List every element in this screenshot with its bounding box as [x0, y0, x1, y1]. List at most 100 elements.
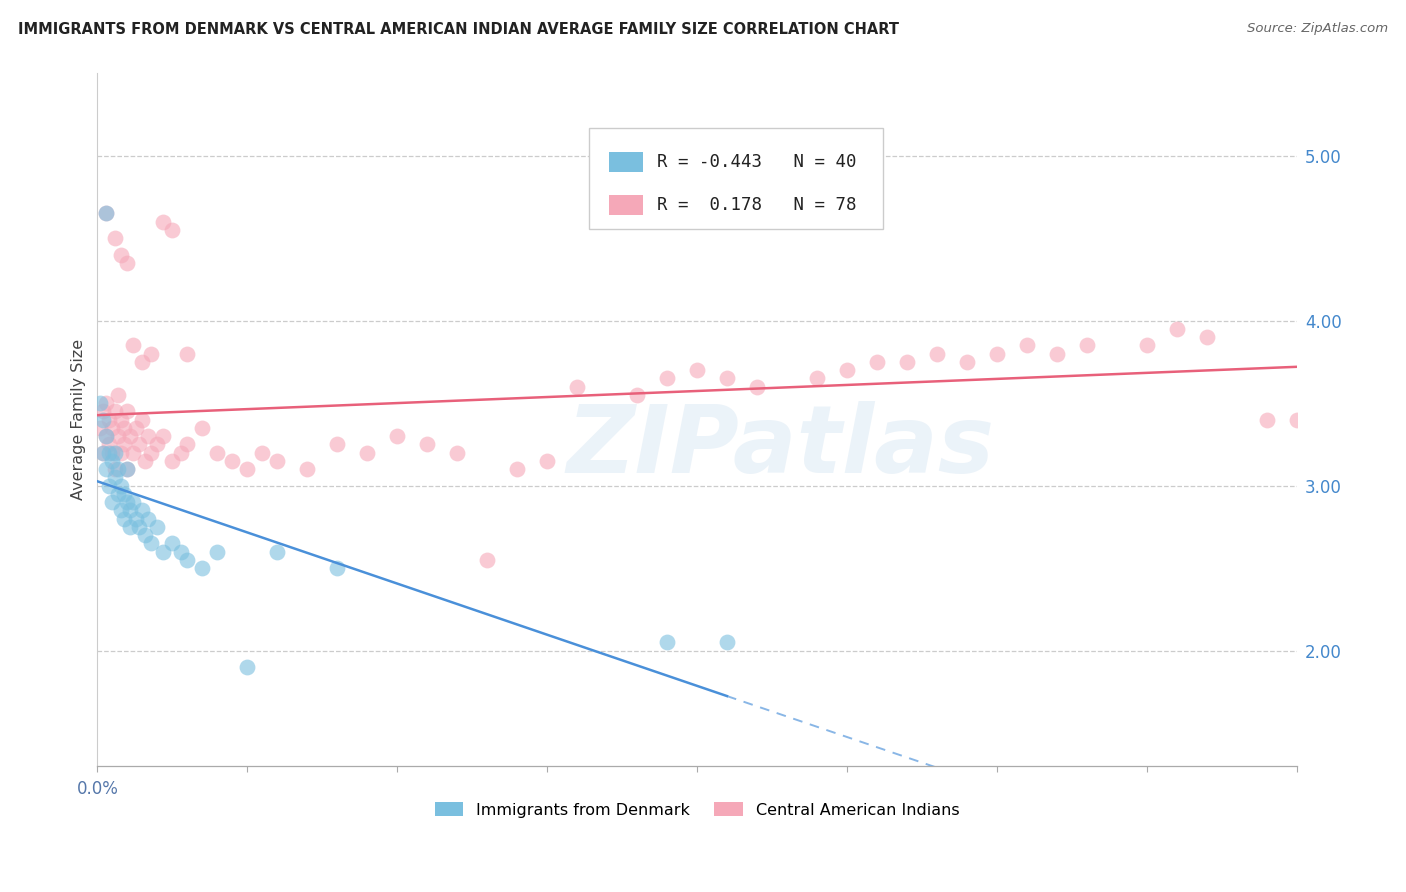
- Point: [326, 437, 349, 451]
- Point: [835, 363, 858, 377]
- Point: [117, 256, 139, 270]
- Point: [1166, 322, 1188, 336]
- Point: [221, 454, 243, 468]
- Point: [134, 454, 156, 468]
- Point: [986, 346, 1008, 360]
- Point: [131, 503, 153, 517]
- Point: [122, 445, 145, 459]
- Point: [134, 528, 156, 542]
- Legend: Immigrants from Denmark, Central American Indians: Immigrants from Denmark, Central America…: [429, 796, 966, 824]
- Point: [236, 462, 259, 476]
- Point: [266, 544, 288, 558]
- Point: [252, 445, 274, 459]
- Point: [146, 520, 169, 534]
- Point: [716, 371, 738, 385]
- Point: [655, 371, 678, 385]
- Point: [170, 544, 193, 558]
- Point: [170, 445, 193, 459]
- Point: [89, 421, 111, 435]
- Point: [326, 561, 349, 575]
- Point: [117, 462, 139, 476]
- Point: [136, 511, 159, 525]
- Point: [806, 371, 828, 385]
- Point: [141, 536, 163, 550]
- Point: [475, 553, 498, 567]
- Point: [122, 338, 145, 352]
- Point: [96, 206, 118, 220]
- Point: [112, 487, 135, 501]
- Point: [96, 429, 118, 443]
- Point: [93, 412, 115, 426]
- Point: [925, 346, 948, 360]
- Point: [120, 429, 142, 443]
- Text: R =  0.178   N = 78: R = 0.178 N = 78: [658, 196, 856, 214]
- Point: [98, 412, 121, 426]
- Point: [110, 445, 132, 459]
- Point: [117, 462, 139, 476]
- Point: [125, 421, 148, 435]
- Point: [1076, 338, 1098, 352]
- Point: [152, 544, 174, 558]
- Point: [96, 429, 118, 443]
- Point: [112, 437, 135, 451]
- Point: [655, 635, 678, 649]
- Point: [122, 495, 145, 509]
- Point: [146, 437, 169, 451]
- Point: [104, 470, 127, 484]
- Point: [117, 495, 139, 509]
- Point: [101, 421, 124, 435]
- Point: [101, 495, 124, 509]
- Point: [297, 462, 319, 476]
- Point: [1046, 346, 1069, 360]
- FancyBboxPatch shape: [589, 128, 883, 229]
- Point: [110, 503, 132, 517]
- Point: [416, 437, 439, 451]
- Text: IMMIGRANTS FROM DENMARK VS CENTRAL AMERICAN INDIAN AVERAGE FAMILY SIZE CORRELATI: IMMIGRANTS FROM DENMARK VS CENTRAL AMERI…: [18, 22, 900, 37]
- Point: [176, 437, 198, 451]
- Point: [162, 454, 184, 468]
- Point: [191, 561, 214, 575]
- Point: [98, 437, 121, 451]
- Point: [152, 214, 174, 228]
- Point: [98, 445, 121, 459]
- Point: [356, 445, 378, 459]
- Point: [125, 511, 148, 525]
- Point: [110, 478, 132, 492]
- Point: [107, 429, 129, 443]
- Point: [1136, 338, 1159, 352]
- Text: Source: ZipAtlas.com: Source: ZipAtlas.com: [1247, 22, 1388, 36]
- Point: [131, 355, 153, 369]
- Point: [956, 355, 979, 369]
- Point: [112, 421, 135, 435]
- Point: [104, 404, 127, 418]
- Point: [89, 396, 111, 410]
- Point: [716, 635, 738, 649]
- Point: [96, 206, 118, 220]
- Y-axis label: Average Family Size: Average Family Size: [72, 339, 86, 500]
- Point: [896, 355, 918, 369]
- Point: [141, 346, 163, 360]
- Point: [506, 462, 529, 476]
- Point: [117, 404, 139, 418]
- Point: [112, 511, 135, 525]
- Point: [120, 503, 142, 517]
- Point: [176, 346, 198, 360]
- Point: [1285, 412, 1308, 426]
- Point: [96, 396, 118, 410]
- Point: [128, 437, 150, 451]
- FancyBboxPatch shape: [609, 195, 643, 215]
- Point: [207, 445, 229, 459]
- Point: [110, 247, 132, 261]
- Point: [152, 429, 174, 443]
- Point: [107, 388, 129, 402]
- Point: [207, 544, 229, 558]
- Point: [385, 429, 408, 443]
- Point: [236, 660, 259, 674]
- Point: [446, 445, 468, 459]
- Point: [93, 404, 115, 418]
- Point: [110, 412, 132, 426]
- Point: [96, 462, 118, 476]
- Point: [107, 462, 129, 476]
- Point: [128, 520, 150, 534]
- Point: [565, 379, 588, 393]
